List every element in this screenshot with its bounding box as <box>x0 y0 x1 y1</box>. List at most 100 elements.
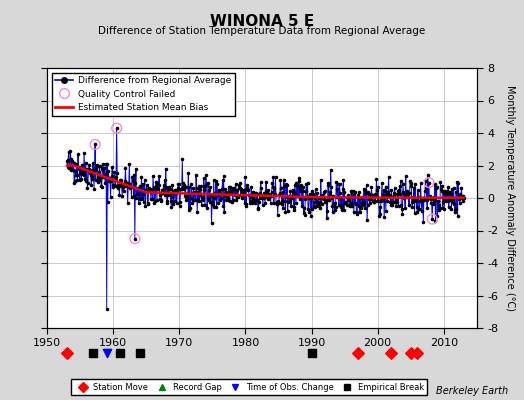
Point <box>405 202 413 208</box>
Point <box>435 202 443 208</box>
Point <box>409 194 418 200</box>
Point <box>344 202 352 208</box>
Point <box>209 193 217 200</box>
Point <box>419 197 427 203</box>
Point <box>319 196 328 202</box>
Point <box>257 194 266 200</box>
Point <box>400 192 409 198</box>
Point <box>212 178 220 185</box>
Point <box>408 199 416 206</box>
Point <box>81 176 90 182</box>
Point <box>113 125 121 131</box>
Point <box>449 199 457 206</box>
Point <box>348 194 357 200</box>
Point <box>307 195 315 201</box>
Point <box>359 185 368 192</box>
Point <box>63 164 72 170</box>
Point <box>215 190 223 196</box>
Point <box>119 188 128 194</box>
Point <box>298 202 306 209</box>
Point <box>193 189 202 195</box>
Point <box>204 180 212 186</box>
Point <box>201 183 210 189</box>
Point <box>242 203 250 209</box>
Point <box>95 163 104 170</box>
Point <box>276 190 284 196</box>
Point <box>125 161 134 167</box>
Point <box>194 196 202 203</box>
Point <box>452 189 460 196</box>
Point <box>437 186 445 192</box>
Point <box>262 179 270 185</box>
Point <box>397 201 406 208</box>
Point <box>308 350 316 356</box>
Point <box>77 164 85 170</box>
Point <box>90 186 98 192</box>
Point <box>97 183 106 190</box>
Point <box>131 180 139 186</box>
Point <box>247 184 255 190</box>
Point <box>128 174 136 180</box>
Point <box>336 189 344 196</box>
Point <box>373 187 381 193</box>
Point <box>98 166 106 172</box>
Point <box>439 199 447 206</box>
Point <box>283 208 292 214</box>
Point <box>137 174 146 180</box>
Point <box>388 202 396 208</box>
Point <box>428 199 436 206</box>
Point <box>413 187 422 194</box>
Point <box>344 192 353 198</box>
Point <box>230 185 238 192</box>
Point <box>392 203 400 210</box>
Point <box>146 187 154 193</box>
Point <box>185 184 194 191</box>
Point <box>302 188 310 194</box>
Point <box>182 192 191 199</box>
Point <box>156 192 164 198</box>
Point <box>126 180 135 187</box>
Point <box>84 180 92 186</box>
Point <box>95 169 103 175</box>
Point <box>192 185 201 191</box>
Point <box>123 183 132 189</box>
Point <box>180 182 188 188</box>
Point <box>126 185 134 191</box>
Point <box>333 194 342 201</box>
Point <box>359 198 367 204</box>
Point <box>407 182 415 189</box>
Point <box>398 210 407 217</box>
Point <box>179 180 188 186</box>
Point <box>175 181 183 187</box>
Point <box>203 195 212 202</box>
Point <box>339 177 347 184</box>
Point <box>374 184 383 190</box>
Point <box>68 166 77 173</box>
Point <box>329 208 337 215</box>
Point <box>376 211 385 218</box>
Point <box>280 177 288 183</box>
Point <box>259 202 267 208</box>
Point <box>341 200 349 206</box>
Point <box>422 197 431 203</box>
Point <box>85 167 94 173</box>
Point <box>134 191 143 197</box>
Point <box>322 196 331 203</box>
Point <box>246 198 255 205</box>
Point <box>234 194 242 200</box>
Point <box>397 178 405 184</box>
Point <box>388 194 397 200</box>
Point <box>111 182 119 189</box>
Point <box>301 212 309 218</box>
Point <box>375 198 383 204</box>
Point <box>92 176 100 183</box>
Point <box>191 196 200 203</box>
Point <box>396 191 405 197</box>
Point <box>384 189 392 195</box>
Point <box>390 192 398 198</box>
Point <box>332 179 341 186</box>
Point <box>161 192 169 198</box>
Point <box>449 196 457 202</box>
Point <box>267 188 276 195</box>
Point <box>147 195 155 202</box>
